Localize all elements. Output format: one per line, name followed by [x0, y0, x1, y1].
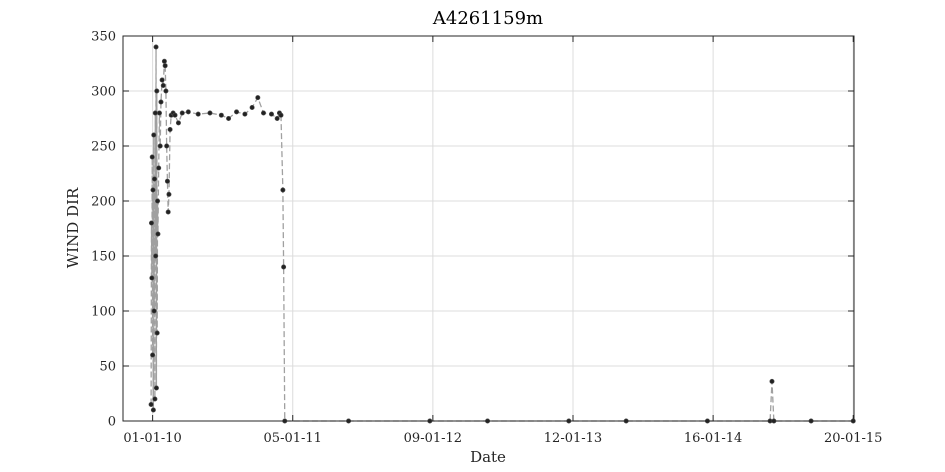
x-tick-label: 16-01-14 [684, 431, 742, 446]
y-axis-label: WIND DIR [64, 187, 82, 268]
x-tick-label: 05-01-11 [264, 431, 322, 446]
data-point [769, 378, 775, 384]
data-point [150, 187, 156, 193]
data-point [156, 110, 162, 116]
data-point [152, 396, 158, 402]
data-point [166, 191, 172, 197]
data-point [161, 58, 167, 64]
y-tick-label: 250 [91, 140, 116, 155]
chart-title: A4261159m [432, 8, 543, 29]
data-point [153, 253, 159, 259]
data-point [195, 111, 201, 117]
data-point [151, 308, 157, 314]
data-point [157, 143, 163, 149]
data-point [255, 95, 261, 101]
data-point [280, 187, 286, 193]
data-point [163, 88, 169, 94]
data-point [153, 385, 159, 391]
data-point [260, 110, 266, 116]
data-point [158, 99, 164, 105]
axis-ticks [123, 35, 854, 422]
y-tick-label: 100 [91, 305, 116, 320]
x-tick-label: 01-01-10 [123, 431, 181, 446]
data-point [152, 110, 158, 116]
data-point [156, 165, 162, 171]
y-tick-label: 300 [91, 85, 116, 100]
data-point [164, 178, 170, 184]
x-tick-label: 12-01-13 [544, 431, 602, 446]
data-point [185, 109, 191, 115]
y-tick-labels: 0 50 100 150 200 250 300 350 [91, 30, 116, 430]
data-point [148, 220, 154, 226]
data-point [150, 407, 156, 413]
data-point [150, 352, 156, 358]
x-tick-labels: 01-01-10 05-01-11 09-01-12 12-01-13 16-01-14… [123, 431, 882, 446]
y-tick-label: 50 [99, 360, 116, 375]
data-point [149, 275, 155, 281]
data-point [207, 110, 213, 116]
data-point [151, 132, 157, 138]
data-point [234, 109, 240, 115]
data-point [159, 77, 165, 83]
data-point [249, 105, 255, 111]
data-point [162, 63, 168, 69]
x-tick-label: 20-01-15 [824, 431, 882, 446]
data-point [167, 127, 173, 133]
data-point [148, 401, 154, 407]
data-point [153, 44, 159, 50]
data-point [242, 111, 248, 117]
data-point [165, 209, 171, 215]
data-point [218, 112, 224, 118]
data-point [281, 264, 287, 270]
data-point [154, 330, 160, 336]
y-tick-label: 0 [108, 415, 116, 430]
x-tick-label: 09-01-12 [404, 431, 462, 446]
data-point [274, 116, 280, 122]
data-point [155, 231, 161, 237]
data-point [172, 112, 178, 118]
data-point [164, 143, 170, 149]
plot-frame [122, 35, 855, 422]
data-point [179, 110, 185, 116]
data-point [152, 176, 158, 182]
data-point [268, 111, 274, 117]
y-tick-label: 350 [91, 30, 116, 45]
x-axis-label: Date [470, 448, 506, 466]
data-point [155, 198, 161, 204]
data-point [149, 154, 155, 160]
data-point [175, 120, 181, 126]
data-point [160, 83, 166, 89]
y-tick-label: 200 [91, 195, 116, 210]
data-point [154, 88, 160, 94]
data-point [226, 116, 232, 122]
data-point [278, 112, 284, 118]
y-tick-label: 150 [91, 250, 116, 265]
